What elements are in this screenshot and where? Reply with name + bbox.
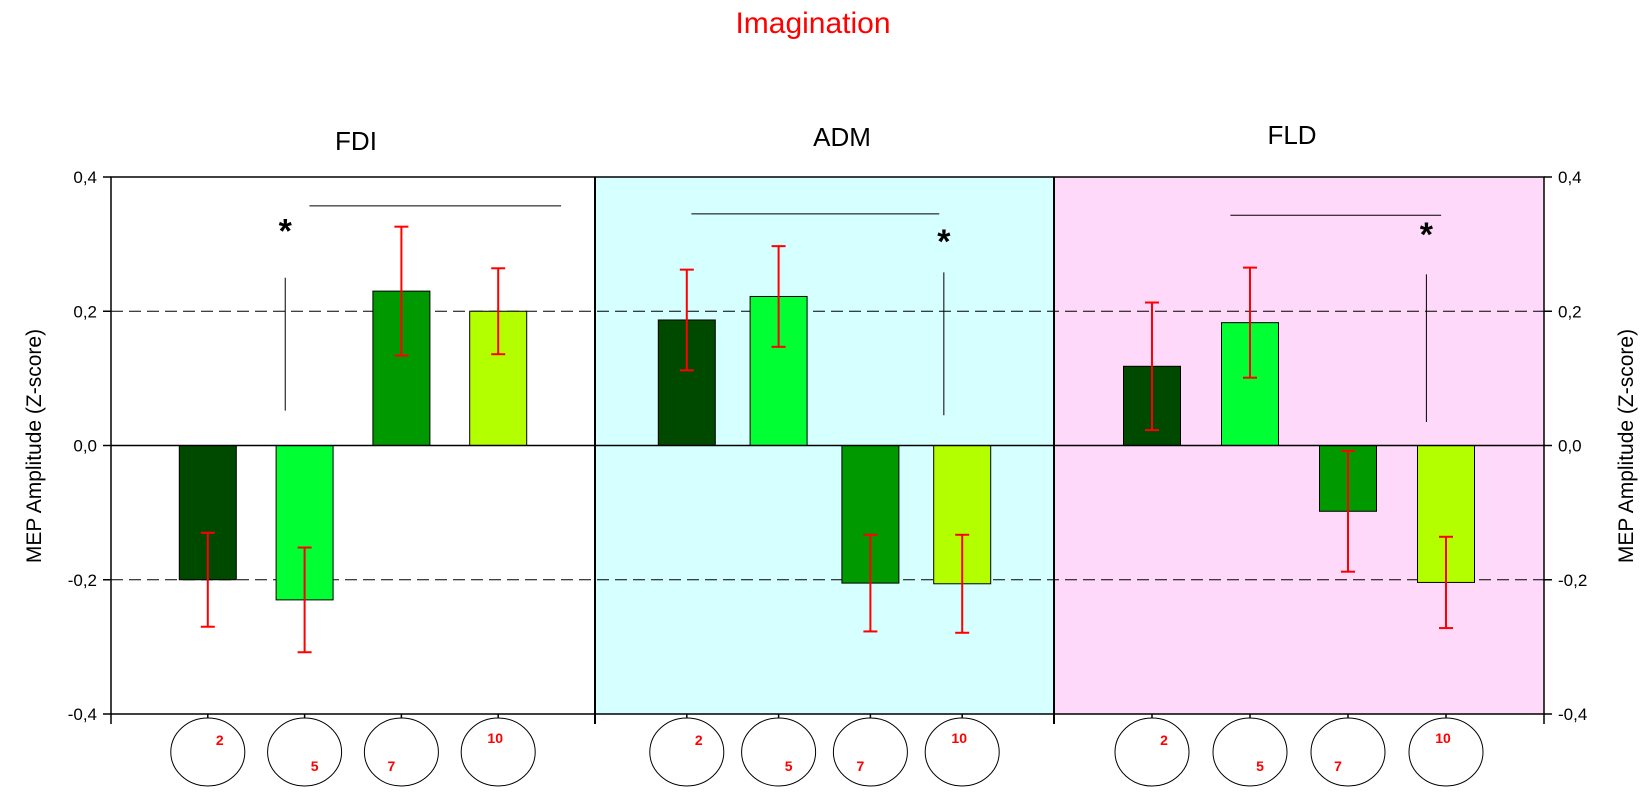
- condition-icon-fld-5: 5: [1212, 717, 1288, 787]
- significance-star-adm: *: [937, 223, 951, 261]
- condition-icon-fdi-5: 5: [267, 717, 343, 787]
- svg-text:5: 5: [311, 758, 319, 774]
- error-bar-adm-5: [771, 245, 786, 348]
- svg-text:5: 5: [1256, 758, 1264, 774]
- svg-text:2: 2: [216, 732, 224, 748]
- panel-title-fld: FLD: [1267, 120, 1316, 150]
- error-bar-fld-5: [1243, 266, 1257, 379]
- svg-text:10: 10: [487, 730, 503, 746]
- condition-icon-adm-7: 7: [832, 717, 908, 787]
- condition-icon-fld-7: 7: [1310, 717, 1386, 787]
- error-bar-fld-7: [1341, 449, 1355, 573]
- y-tick-label-left-4: 0,4: [73, 168, 97, 187]
- error-bar-fdi-7: [394, 225, 409, 357]
- condition-icon-fdi-7: 7: [363, 717, 439, 787]
- condition-icon-fdi-10: 10: [460, 717, 536, 787]
- y-tick-label-left-1: -0,2: [68, 571, 97, 590]
- condition-icon-fld-10: 10: [1408, 717, 1484, 787]
- error-bar-adm-10: [955, 533, 970, 634]
- error-bar-adm-7: [863, 533, 878, 633]
- condition-icon-fdi-2: 2: [170, 717, 246, 787]
- significance-star-fld: *: [1420, 216, 1434, 254]
- error-bar-fld-10: [1439, 535, 1453, 630]
- error-bar-fdi-2: [200, 531, 215, 628]
- panel-title-adm: ADM: [813, 122, 871, 152]
- chart-title: Imagination: [735, 7, 890, 40]
- y-tick-label-left-2: 0,0: [73, 437, 97, 456]
- error-bars: [200, 225, 1453, 654]
- y-tick-label-right-4: 0,4: [1558, 168, 1582, 187]
- y-tick-label-right-1: -0,2: [1558, 571, 1587, 590]
- reference-lines: [111, 310, 1544, 581]
- y-tick-label-left-0: -0,4: [68, 705, 97, 724]
- svg-text:7: 7: [388, 758, 396, 774]
- svg-text:2: 2: [1160, 732, 1168, 748]
- significance-star-fdi: *: [279, 213, 293, 251]
- error-bar-adm-2: [679, 268, 694, 372]
- svg-text:10: 10: [1435, 730, 1451, 746]
- y-tick-label-right-3: 0,2: [1558, 302, 1582, 321]
- y-axis-label-right: MEP Amplitude (Z-score): [1615, 329, 1638, 563]
- y-tick-label-left-3: 0,2: [73, 302, 97, 321]
- condition-icon-adm-10: 10: [924, 717, 1000, 787]
- svg-text:10: 10: [951, 730, 967, 746]
- error-bar-fdi-5: [297, 546, 312, 654]
- significance-markers: * * *: [279, 205, 1442, 423]
- condition-icon-adm-2: 2: [649, 717, 725, 787]
- y-axis-label-left: MEP Amplitude (Z-score): [23, 329, 46, 563]
- error-bar-fld-2: [1145, 301, 1159, 432]
- svg-text:5: 5: [785, 758, 793, 774]
- condition-icons: 2 5 7 10 2 5 7 10 2 5 7 10: [170, 717, 1484, 787]
- svg-text:7: 7: [857, 758, 865, 774]
- svg-text:2: 2: [695, 732, 703, 748]
- y-tick-label-right-0: -0,4: [1558, 705, 1587, 724]
- y-tick-label-right-2: 0,0: [1558, 437, 1582, 456]
- condition-icon-adm-5: 5: [741, 717, 817, 787]
- error-bar-fdi-10: [491, 267, 506, 356]
- svg-text:7: 7: [1334, 758, 1342, 774]
- axes: -0,4 -0,4 -0,2 -0,2 0,0 0,0 0,2 0,2 0,4 0,4: [68, 168, 1588, 724]
- condition-icon-fld-2: 2: [1114, 717, 1190, 787]
- panel-title-fdi: FDI: [335, 126, 377, 156]
